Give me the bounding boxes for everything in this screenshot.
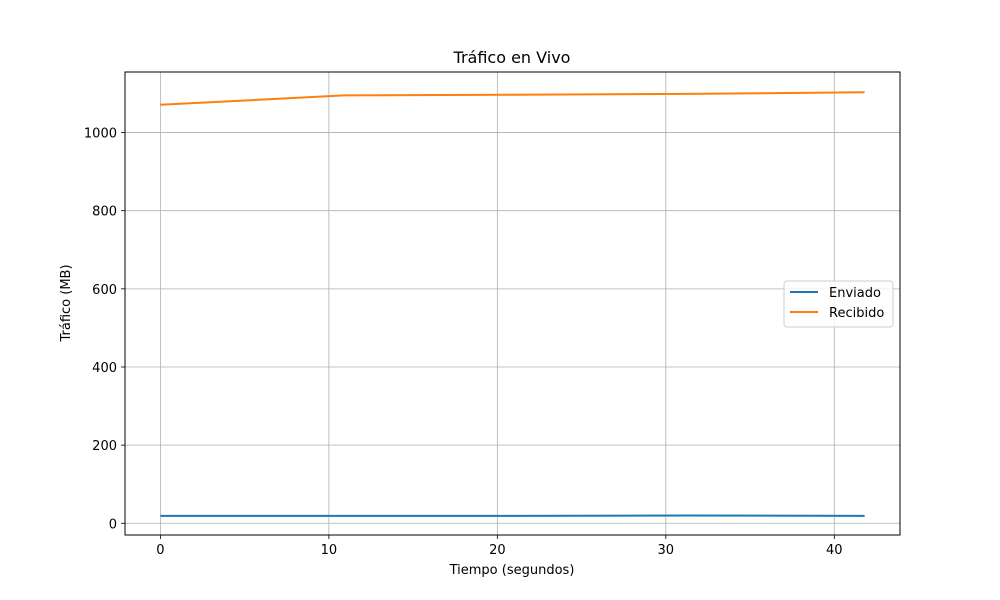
x-axis-label: Tiempo (segundos) bbox=[449, 563, 575, 578]
legend-label-enviado: Enviado bbox=[829, 286, 881, 301]
x-tick-label: 40 bbox=[826, 543, 843, 558]
chart-title: Tráfico en Vivo bbox=[453, 48, 571, 67]
x-tick-label: 0 bbox=[156, 543, 164, 558]
x-tick-label: 30 bbox=[658, 543, 675, 558]
legend-label-recibido: Recibido bbox=[829, 306, 884, 321]
x-tick-label: 10 bbox=[321, 543, 338, 558]
x-tick-label: 20 bbox=[489, 543, 506, 558]
series-line-recibido bbox=[160, 91, 865, 106]
y-tick-label: 600 bbox=[92, 283, 117, 298]
y-tick-label: 400 bbox=[92, 361, 117, 376]
y-axis-label: Tráfico (MB) bbox=[59, 264, 74, 342]
y-tick-label: 0 bbox=[109, 517, 117, 532]
y-tick-label: 200 bbox=[92, 439, 117, 454]
grid bbox=[125, 72, 900, 535]
series-layer bbox=[160, 91, 865, 517]
legend: Enviado Recibido bbox=[783, 280, 894, 328]
y-tick-label: 1000 bbox=[84, 127, 117, 142]
y-tick-label: 800 bbox=[92, 205, 117, 220]
plot-frame bbox=[124, 71, 901, 536]
